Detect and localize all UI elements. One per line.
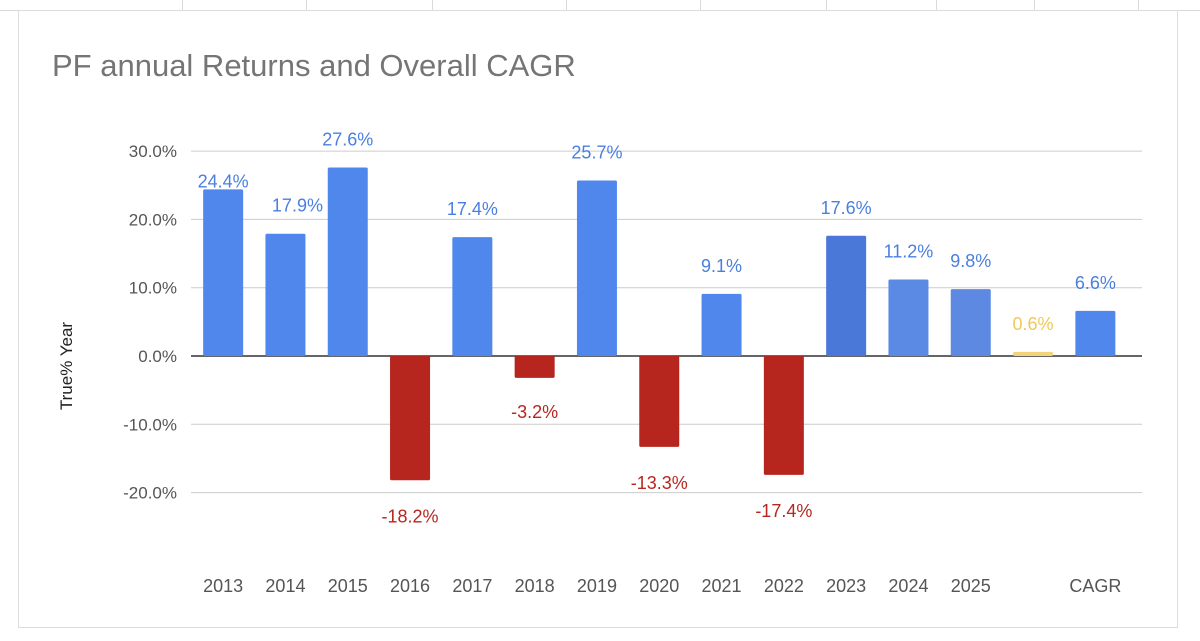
data-label: 6.6% — [1075, 273, 1116, 293]
chart-card: PF annual Returns and Overall CAGR True%… — [18, 10, 1178, 628]
bar-2016 — [390, 356, 431, 481]
y-axis-ticks: 30.0% 20.0% 10.0% 0.0% -10.0% -20.0% — [123, 142, 177, 503]
bar-2020 — [639, 356, 680, 447]
x-tick-label: 2018 — [515, 576, 555, 596]
data-label: 9.8% — [950, 251, 991, 271]
data-labels: 24.4% 17.9% 27.6% -18.2% 17.4% -3.2% 25.7% -13.… — [198, 129, 1116, 526]
bar-2021 — [701, 293, 742, 356]
data-label: -18.2% — [382, 506, 439, 526]
data-label: 17.4% — [447, 199, 498, 219]
x-tick-label: 2025 — [951, 576, 991, 596]
y-axis-label: True% Year — [57, 322, 76, 411]
x-tick-label: 2017 — [452, 576, 492, 596]
x-tick-label: 2024 — [888, 576, 928, 596]
data-label: -13.3% — [631, 473, 688, 493]
bar-CAGR — [1075, 310, 1116, 356]
bar-2024 — [888, 279, 929, 356]
x-tick-label: CAGR — [1069, 576, 1121, 596]
data-label: 27.6% — [322, 129, 373, 149]
bar-2019 — [576, 180, 617, 356]
x-tick-label: 2014 — [265, 576, 305, 596]
x-tick-label: 2016 — [390, 576, 430, 596]
x-tick-label: 2023 — [826, 576, 866, 596]
x-tick-label: 2022 — [764, 576, 804, 596]
x-tick-label: 2015 — [328, 576, 368, 596]
gridlines — [191, 150, 1142, 494]
data-label: 0.6% — [1013, 314, 1054, 334]
data-label: -3.2% — [511, 402, 558, 422]
bar-2018 — [514, 356, 555, 378]
x-axis-ticks: 2013 2014 2015 2016 2017 2018 2019 2020 2021 2022… — [203, 576, 1121, 596]
bar-2025 — [950, 289, 991, 356]
chart-title: PF annual Returns and Overall CAGR — [52, 48, 576, 83]
y-tick-label: -20.0% — [123, 484, 177, 503]
bar-chart: PF annual Returns and Overall CAGR True%… — [52, 48, 1142, 596]
bar-2015 — [327, 167, 368, 356]
data-label: 11.2% — [884, 242, 934, 262]
bar-2017 — [452, 237, 493, 356]
x-tick-label: 2019 — [577, 576, 617, 596]
y-tick-label: 30.0% — [129, 142, 177, 161]
data-label: 17.6% — [821, 198, 872, 218]
data-label: -17.4% — [755, 501, 812, 521]
data-label: 9.1% — [701, 256, 742, 276]
bar-blank — [1013, 351, 1054, 356]
bar-2022 — [763, 356, 804, 475]
data-label: 24.4% — [198, 171, 249, 191]
bar-2023 — [826, 235, 867, 356]
data-label: 25.7% — [571, 142, 622, 162]
bar-2013 — [203, 189, 244, 356]
x-tick-label: 2021 — [702, 576, 742, 596]
x-tick-label: 2020 — [639, 576, 679, 596]
y-tick-label: -10.0% — [123, 415, 177, 434]
bars — [203, 167, 1116, 481]
bar-2014 — [265, 233, 306, 356]
y-tick-label: 0.0% — [138, 347, 177, 366]
x-tick-label: 2013 — [203, 576, 243, 596]
data-label: 17.9% — [272, 196, 323, 216]
y-tick-label: 10.0% — [129, 279, 177, 298]
y-tick-label: 20.0% — [129, 210, 177, 229]
